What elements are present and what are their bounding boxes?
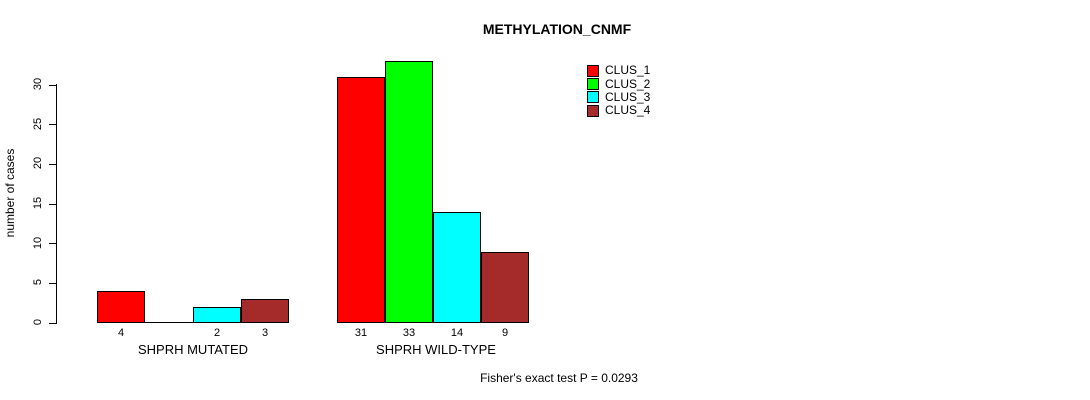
bar-clus_3-group1 — [193, 307, 241, 323]
x-category-label-mutated: SHPRH MUTATED — [137, 342, 249, 357]
legend-label: CLUS_3 — [605, 89, 651, 104]
bar-value-label: 3 — [261, 327, 269, 339]
y-tick-mark — [49, 322, 56, 324]
bar-clus_3-group2 — [433, 212, 481, 323]
x-category-label-wild-type: SHPRH WILD-TYPE — [376, 342, 496, 357]
bar-clus_4-group1 — [241, 299, 289, 323]
y-axis-label: number of cases — [3, 148, 17, 238]
y-tick-label: 0 — [32, 318, 44, 326]
bar-value-label: 2 — [213, 327, 221, 339]
y-tick-label: 25 — [32, 117, 44, 130]
legend-label: CLUS_4 — [605, 103, 651, 118]
y-tick-label: 30 — [32, 77, 44, 91]
legend-item-clus_1: CLUS_1 — [587, 64, 650, 77]
bar-value-label: 4 — [117, 327, 125, 339]
legend-item-clus_2: CLUS_2 — [587, 76, 651, 91]
bar-clus_4-group2 — [481, 252, 529, 323]
legend-item-clus_4: CLUS_4 — [587, 104, 650, 117]
legend-item-clus_3: CLUS_3 — [587, 89, 651, 104]
y-axis-line — [56, 84, 57, 324]
y-tick-mark — [49, 124, 56, 126]
y-tick-mark — [49, 84, 56, 86]
y-tick-label: 5 — [32, 279, 44, 286]
y-tick-mark — [49, 163, 56, 165]
legend-swatch-icon — [587, 78, 599, 91]
bar-clus_1-group1 — [97, 291, 145, 323]
legend-swatch-icon — [587, 91, 599, 104]
legend-swatch-icon — [587, 104, 599, 117]
bar-value-label: 9 — [501, 327, 509, 339]
bar-clus_1-group2 — [337, 77, 385, 323]
legend-swatch-icon — [587, 64, 599, 77]
bar-clus_2-group1 — [145, 322, 193, 323]
legend-label: CLUS_1 — [605, 63, 651, 78]
bar-value-label: 33 — [402, 327, 416, 339]
fisher-test-annotation: Fisher's exact test P = 0.0293 — [480, 371, 638, 385]
bar-clus_2-group2 — [385, 61, 433, 323]
y-tick-label: 10 — [32, 236, 44, 249]
bar-value-label: 14 — [450, 327, 464, 339]
y-tick-label: 15 — [32, 196, 44, 210]
legend-label: CLUS_2 — [605, 76, 651, 91]
y-tick-mark — [49, 203, 56, 205]
chart-title: METHYLATION_CNMF — [482, 21, 632, 37]
bar-value-label: 31 — [354, 327, 368, 339]
y-tick-mark — [49, 282, 56, 284]
y-tick-mark — [49, 243, 56, 245]
y-tick-label: 20 — [32, 157, 44, 170]
legend: CLUS_1 CLUS_2 CLUS_3 CLUS_4 — [587, 64, 650, 118]
